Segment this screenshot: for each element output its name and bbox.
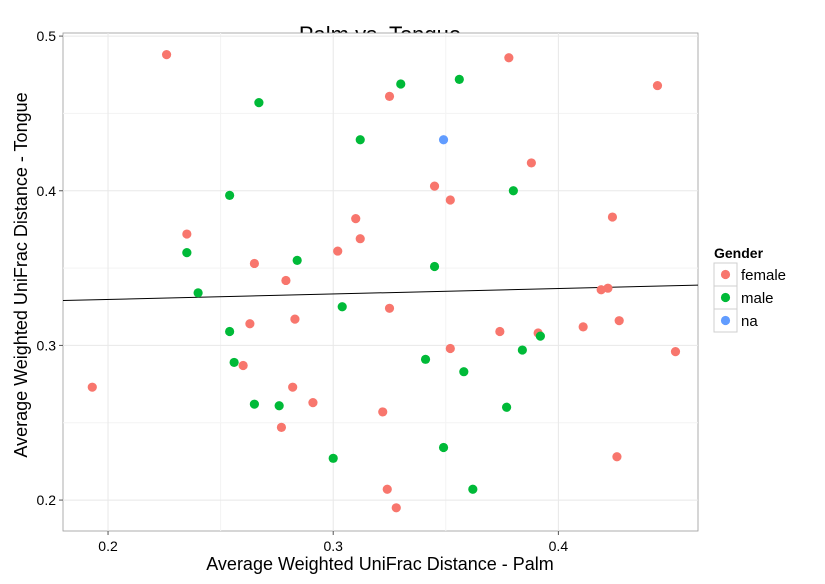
data-points <box>87 50 681 513</box>
data-point-female <box>288 382 298 392</box>
data-point-female <box>355 234 365 244</box>
y-axis-title: Average Weighted UniFrac Distance - Tong… <box>11 92 31 457</box>
data-point-male <box>292 255 302 265</box>
data-point-male <box>454 74 464 84</box>
data-point-female <box>391 503 401 513</box>
plot-panel <box>62 32 699 532</box>
x-tick-label: 0.3 <box>323 538 343 554</box>
data-point-male <box>396 79 406 89</box>
x-tick-label: 0.2 <box>98 538 118 554</box>
x-tick-label: 0.4 <box>549 538 569 554</box>
plot-background <box>62 32 699 532</box>
data-point-male <box>355 135 365 145</box>
data-point-female <box>607 212 618 222</box>
data-point-female <box>504 53 514 63</box>
legend-label-male: male <box>741 290 774 307</box>
data-point-male <box>274 401 284 411</box>
data-point-female <box>308 398 318 408</box>
data-point-female <box>276 422 287 432</box>
data-point-male <box>193 288 203 298</box>
legend-swatch-na <box>720 315 731 326</box>
data-point-female <box>578 322 588 332</box>
data-point-female <box>603 283 613 293</box>
data-point-female <box>87 382 97 392</box>
axes: 0.2 0.3 0.4 0.2 0.3 0.4 0.5 <box>37 28 569 554</box>
data-point-male <box>501 402 512 412</box>
data-point-female <box>445 343 455 354</box>
data-point-male <box>420 354 431 364</box>
y-tick-label: 0.2 <box>37 492 57 508</box>
data-point-female <box>384 303 395 313</box>
data-point-male <box>254 97 264 108</box>
data-point-male <box>535 331 545 341</box>
data-point-female <box>495 326 505 337</box>
legend-items: female male na <box>713 262 786 333</box>
data-point-female <box>249 258 260 269</box>
data-point-male <box>225 326 235 337</box>
gridlines <box>63 33 698 531</box>
data-point-male <box>517 345 527 355</box>
data-point-male <box>468 484 478 494</box>
y-tick-label: 0.5 <box>37 28 57 44</box>
legend-swatch-female <box>720 269 731 280</box>
data-point-female <box>378 407 388 417</box>
data-point-male <box>429 261 440 272</box>
legend-title: Gender <box>714 245 764 261</box>
data-point-female <box>429 181 440 191</box>
x-axis-title: Average Weighted UniFrac Distance - Palm <box>206 554 553 574</box>
data-point-female <box>182 229 192 239</box>
data-point-female <box>384 91 395 102</box>
data-point-female <box>652 80 663 91</box>
data-point-male <box>337 302 347 312</box>
data-point-female <box>526 158 536 168</box>
data-point-female <box>445 195 455 205</box>
data-point-female <box>290 314 300 324</box>
data-point-male <box>225 190 235 200</box>
legend-label-na: na <box>741 313 758 330</box>
data-point-male <box>229 357 239 368</box>
legend-label-female: female <box>741 267 786 284</box>
trend-line <box>62 284 699 302</box>
data-point-female <box>245 319 255 329</box>
data-point-female <box>238 360 248 371</box>
data-point-female <box>281 275 291 286</box>
data-point-female <box>351 213 361 224</box>
data-point-female <box>333 246 343 256</box>
data-point-na <box>438 135 449 145</box>
data-point-male <box>182 248 192 258</box>
data-point-male <box>459 367 469 377</box>
legend: Gender female male na <box>713 245 786 333</box>
trend-line-layer <box>62 284 699 302</box>
data-point-female <box>614 316 624 326</box>
y-tick-label: 0.3 <box>37 337 57 353</box>
data-point-female <box>382 484 392 494</box>
data-point-male <box>508 186 518 196</box>
y-tick-label: 0.4 <box>37 183 57 199</box>
data-point-male <box>438 442 449 453</box>
data-point-female <box>161 50 172 60</box>
data-point-female <box>612 452 622 462</box>
data-point-male <box>249 399 260 409</box>
data-point-female <box>670 346 681 357</box>
legend-swatch-male <box>720 292 731 303</box>
data-point-male <box>328 453 338 463</box>
